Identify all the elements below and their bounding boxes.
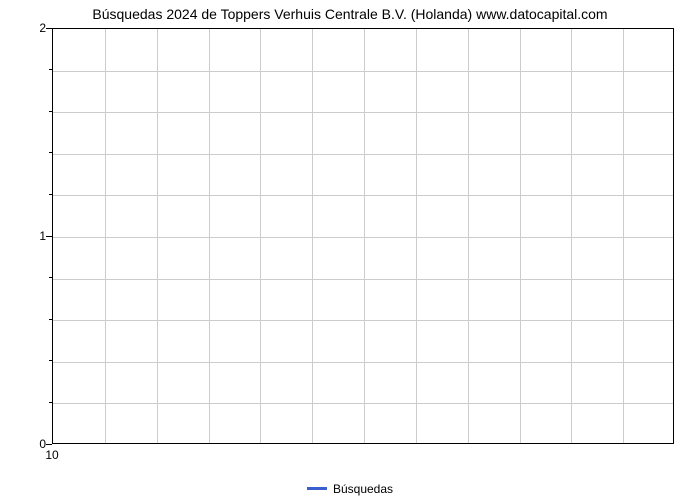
y-axis-minor-tick-mark — [49, 360, 52, 361]
legend-swatch — [307, 487, 327, 490]
grid-line-vertical — [105, 29, 106, 443]
grid-line-vertical — [364, 29, 365, 443]
chart-title: Búsquedas 2024 de Toppers Verhuis Centra… — [0, 6, 700, 22]
y-axis-minor-tick-mark — [49, 402, 52, 403]
grid-line-horizontal — [53, 112, 673, 113]
y-axis-tick-label: 2 — [22, 21, 46, 35]
grid-line-vertical — [623, 29, 624, 443]
grid-line-vertical — [416, 29, 417, 443]
grid-line-horizontal — [53, 154, 673, 155]
grid-line-vertical — [157, 29, 158, 443]
grid-line-vertical — [260, 29, 261, 443]
plot-area — [52, 28, 674, 444]
y-axis-tick-mark — [46, 444, 52, 445]
y-axis-minor-tick-mark — [49, 194, 52, 195]
grid-line-horizontal — [53, 403, 673, 404]
x-axis-tick-label: 10 — [45, 448, 58, 462]
grid-line-vertical — [312, 29, 313, 443]
grid-line-horizontal — [53, 237, 673, 238]
y-axis-minor-tick-mark — [49, 152, 52, 153]
y-axis-tick-label: 1 — [22, 229, 46, 243]
grid-line-vertical — [571, 29, 572, 443]
grid-line-horizontal — [53, 362, 673, 363]
grid-line-vertical — [209, 29, 210, 443]
y-axis-minor-tick-mark — [49, 111, 52, 112]
legend: Búsquedas — [0, 477, 700, 496]
y-axis-minor-tick-mark — [49, 319, 52, 320]
grid-line-horizontal — [53, 279, 673, 280]
grid-line-horizontal — [53, 195, 673, 196]
grid-line-horizontal — [53, 320, 673, 321]
y-axis-minor-tick-mark — [49, 277, 52, 278]
legend-label: Búsquedas — [333, 482, 393, 496]
grid-line-vertical — [520, 29, 521, 443]
grid-line-horizontal — [53, 71, 673, 72]
y-axis-tick-mark — [46, 28, 52, 29]
y-axis-tick-mark — [46, 236, 52, 237]
y-axis-tick-label: 0 — [22, 437, 46, 451]
grid-line-vertical — [468, 29, 469, 443]
y-axis-minor-tick-mark — [49, 69, 52, 70]
